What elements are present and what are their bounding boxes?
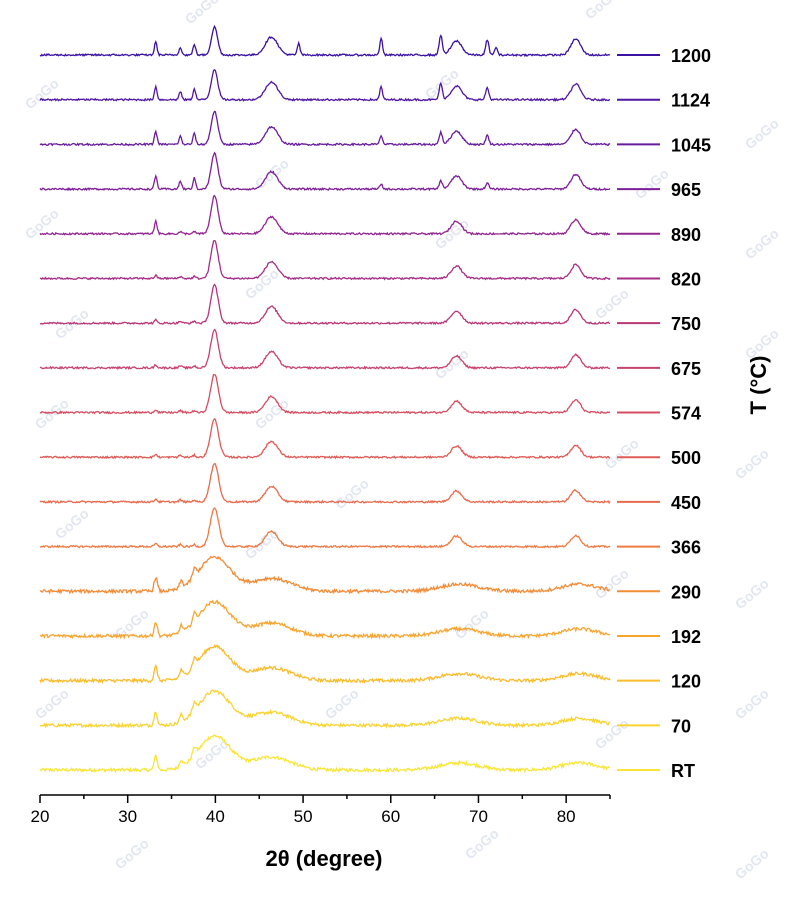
legend-label: 675 — [671, 359, 701, 379]
watermark: GoGo — [422, 65, 462, 102]
xrd-trace — [39, 555, 611, 595]
watermark: GoGo — [192, 735, 232, 772]
watermark: GoGo — [582, 0, 622, 22]
xrd-trace — [39, 418, 611, 460]
watermark: GoGo — [22, 75, 62, 112]
watermark: GoGo — [32, 685, 72, 722]
watermark: GoGo — [52, 505, 92, 542]
watermark: GoGo — [22, 205, 62, 242]
x-tick-label: 80 — [557, 807, 576, 826]
watermark: GoGo — [252, 155, 292, 192]
xrd-trace — [39, 328, 611, 371]
legend: RT 70 120 192 290 366 450 500 574 675 750 820 890 965… — [617, 46, 711, 781]
legend-label: 820 — [671, 269, 701, 289]
x-tick-label: 50 — [294, 807, 313, 826]
legend-label: 450 — [671, 493, 701, 513]
watermark: GoGo — [332, 475, 372, 512]
xrd-trace — [39, 599, 611, 640]
watermark: GoGo — [242, 525, 282, 562]
watermark: GoGo — [322, 685, 362, 722]
xrd-trace — [39, 110, 611, 147]
legend-label: RT — [671, 761, 695, 781]
x-tick-label: 70 — [469, 807, 488, 826]
legend-label: 890 — [671, 225, 701, 245]
watermark: GoGo — [112, 835, 152, 872]
x-axis-title: 2θ (degree) — [265, 846, 382, 871]
watermark: GoGo — [462, 825, 502, 862]
legend-label: 1045 — [671, 135, 711, 155]
x-tick-label: 20 — [31, 807, 50, 826]
y-axis-title: T (°C) — [746, 356, 771, 415]
legend-label: 192 — [671, 627, 701, 647]
legend-label: 366 — [671, 538, 701, 558]
xrd-trace — [39, 689, 611, 729]
watermark: GoGo — [592, 285, 632, 322]
legend-label: 70 — [671, 716, 691, 736]
watermark: GoGo — [182, 0, 222, 27]
watermark: GoGo — [732, 445, 772, 482]
legend-label: 965 — [671, 180, 701, 200]
xrd-trace — [39, 194, 611, 236]
legend-label: 1124 — [671, 91, 710, 111]
xrd-trace — [39, 373, 611, 415]
xrd-trace — [39, 734, 611, 774]
xrd-trace — [39, 507, 611, 549]
watermark: GoGo — [732, 845, 772, 882]
xrd-trace — [39, 239, 611, 281]
watermark: GoGo — [742, 115, 782, 152]
x-tick-label: 60 — [381, 807, 400, 826]
legend-label: 290 — [671, 582, 701, 602]
x-tick-label: 30 — [118, 807, 137, 826]
watermark: GoGo — [252, 395, 292, 432]
legend-label: 500 — [671, 448, 701, 468]
watermark: GoGo — [732, 685, 772, 722]
xrd-trace — [39, 151, 611, 192]
xrd-trace — [39, 68, 610, 103]
watermark: GoGo — [632, 165, 672, 202]
watermark: GoGo — [602, 435, 642, 472]
legend-label: 750 — [671, 314, 701, 334]
traces-layer — [39, 24, 611, 774]
watermark: GoGo — [592, 565, 632, 602]
xrd-trace — [39, 644, 611, 684]
xrd-trace — [39, 463, 611, 505]
watermark: GoGo — [242, 265, 282, 302]
watermark: GoGo — [732, 575, 772, 612]
legend-label: 120 — [671, 672, 701, 692]
legend-label: 574 — [671, 404, 701, 424]
x-tick-label: 40 — [206, 807, 225, 826]
x-axis-ticks: 20 30 40 50 60 70 80 — [31, 795, 611, 826]
xrd-trace — [39, 283, 611, 326]
xrd-trace — [39, 24, 611, 58]
watermark: GoGo — [742, 225, 782, 262]
watermark: GoGo — [452, 605, 492, 642]
legend-label: 1200 — [671, 46, 711, 66]
watermark-layer: GoGo GoGo GoGo GoGo GoGo GoGo GoGo GoGo GoGo GoGo… — [22, 0, 782, 882]
